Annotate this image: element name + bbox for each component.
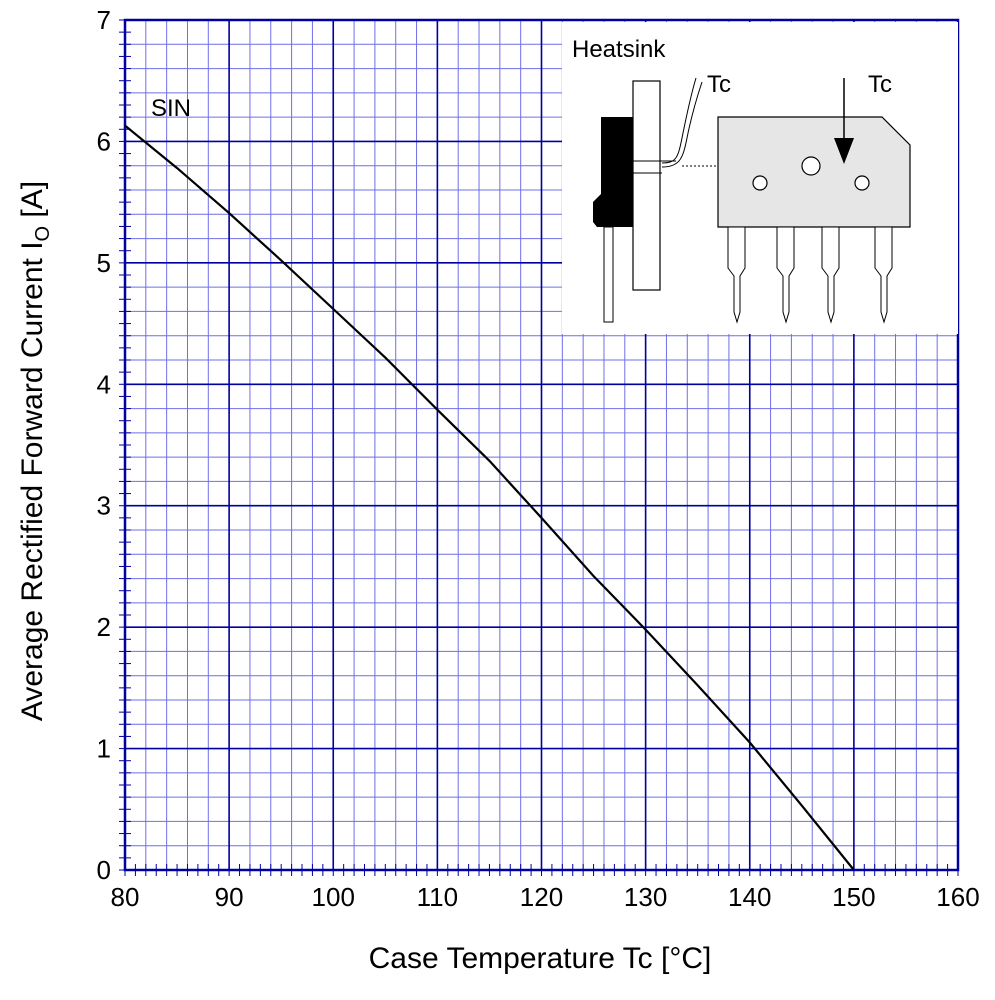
- thermocouple-wire-1: [661, 77, 697, 164]
- lead-4: [874, 226, 893, 324]
- y-tick-label: 1: [97, 734, 111, 764]
- y-tick-label: 4: [97, 369, 111, 399]
- y-tick-labels: 0 1 2 3 4 5 6 7: [97, 5, 111, 885]
- x-tick-label: 150: [832, 882, 875, 912]
- tc-arrow-head: [834, 138, 854, 164]
- x-tick-label: 80: [111, 882, 140, 912]
- thermocouple-wire-2: [661, 81, 703, 168]
- y-tick-label: 0: [97, 855, 111, 885]
- y-tick-label: 2: [97, 612, 111, 642]
- tc-label-right: Tc: [868, 71, 892, 98]
- plot-frame: [123, 18, 960, 872]
- x-tick-label: 90: [215, 882, 244, 912]
- y-tick-label: 7: [97, 5, 111, 35]
- lead-2: [776, 226, 795, 324]
- y-axis-title-unit: [A]: [16, 181, 49, 226]
- package-side-body: [593, 117, 633, 227]
- heatsink-plate: [632, 80, 661, 291]
- y-axis-title: Average Rectified Forward Current IO [A]: [16, 181, 54, 721]
- y-tick-label: 6: [97, 126, 111, 156]
- series-line-sin: [124, 124, 855, 871]
- tc-label-left: Tc: [707, 71, 731, 98]
- lead-3: [821, 226, 840, 324]
- x-tick-label: 110: [417, 882, 458, 912]
- y-axis-title-main: Average Rectified Forward Current I: [16, 241, 49, 721]
- package-inset-diagram: Heatsink Tc Tc: [562, 22, 958, 334]
- package-leads: [727, 226, 893, 324]
- package-side-lead: [603, 226, 614, 323]
- x-axis-title: Case Temperature Tc [°C]: [369, 942, 712, 975]
- x-tick-label: 120: [520, 882, 563, 912]
- pin-marker-right: [854, 175, 870, 191]
- y-tick-label: 5: [97, 248, 111, 278]
- mounting-hole: [801, 156, 821, 176]
- x-tick-labels: 80 90 100 110 120 130 140 150 160: [111, 882, 980, 912]
- y-axis-title-subscript: O: [32, 226, 54, 242]
- minor-grid: [125, 20, 958, 870]
- pin-marker-left: [752, 175, 768, 191]
- x-tick-label: 130: [624, 882, 667, 912]
- lead-1: [727, 226, 746, 324]
- x-tick-label: 100: [312, 882, 355, 912]
- y-tick-label: 3: [97, 491, 111, 521]
- x-tick-label: 140: [728, 882, 771, 912]
- heatsink-label: Heatsink: [572, 36, 666, 63]
- x-tick-label: 160: [936, 882, 979, 912]
- series-label-sin: SIN: [151, 95, 191, 122]
